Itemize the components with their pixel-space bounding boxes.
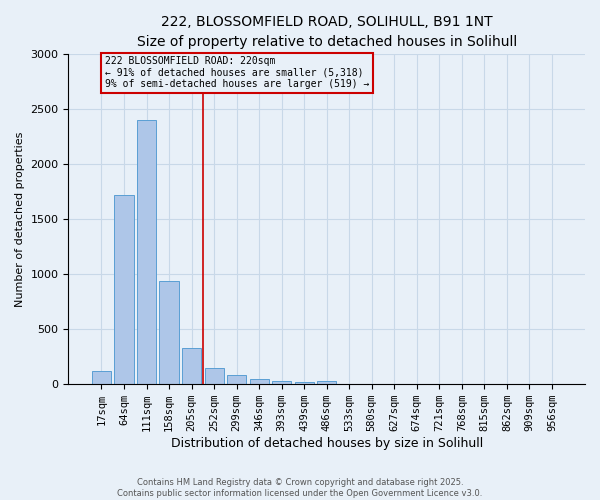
Y-axis label: Number of detached properties: Number of detached properties <box>15 132 25 306</box>
Bar <box>137 120 156 384</box>
Bar <box>250 380 269 384</box>
X-axis label: Distribution of detached houses by size in Solihull: Distribution of detached houses by size … <box>170 437 483 450</box>
Text: Contains HM Land Registry data © Crown copyright and database right 2025.
Contai: Contains HM Land Registry data © Crown c… <box>118 478 482 498</box>
Bar <box>295 382 314 384</box>
Bar <box>227 376 246 384</box>
Bar <box>317 381 336 384</box>
Bar <box>92 371 111 384</box>
Text: 222 BLOSSOMFIELD ROAD: 220sqm
← 91% of detached houses are smaller (5,318)
9% of: 222 BLOSSOMFIELD ROAD: 220sqm ← 91% of d… <box>105 56 369 89</box>
Bar <box>182 348 201 384</box>
Bar <box>205 368 224 384</box>
Bar <box>272 382 291 384</box>
Bar <box>115 195 134 384</box>
Title: 222, BLOSSOMFIELD ROAD, SOLIHULL, B91 1NT
Size of property relative to detached : 222, BLOSSOMFIELD ROAD, SOLIHULL, B91 1N… <box>137 15 517 48</box>
Bar <box>160 280 179 384</box>
